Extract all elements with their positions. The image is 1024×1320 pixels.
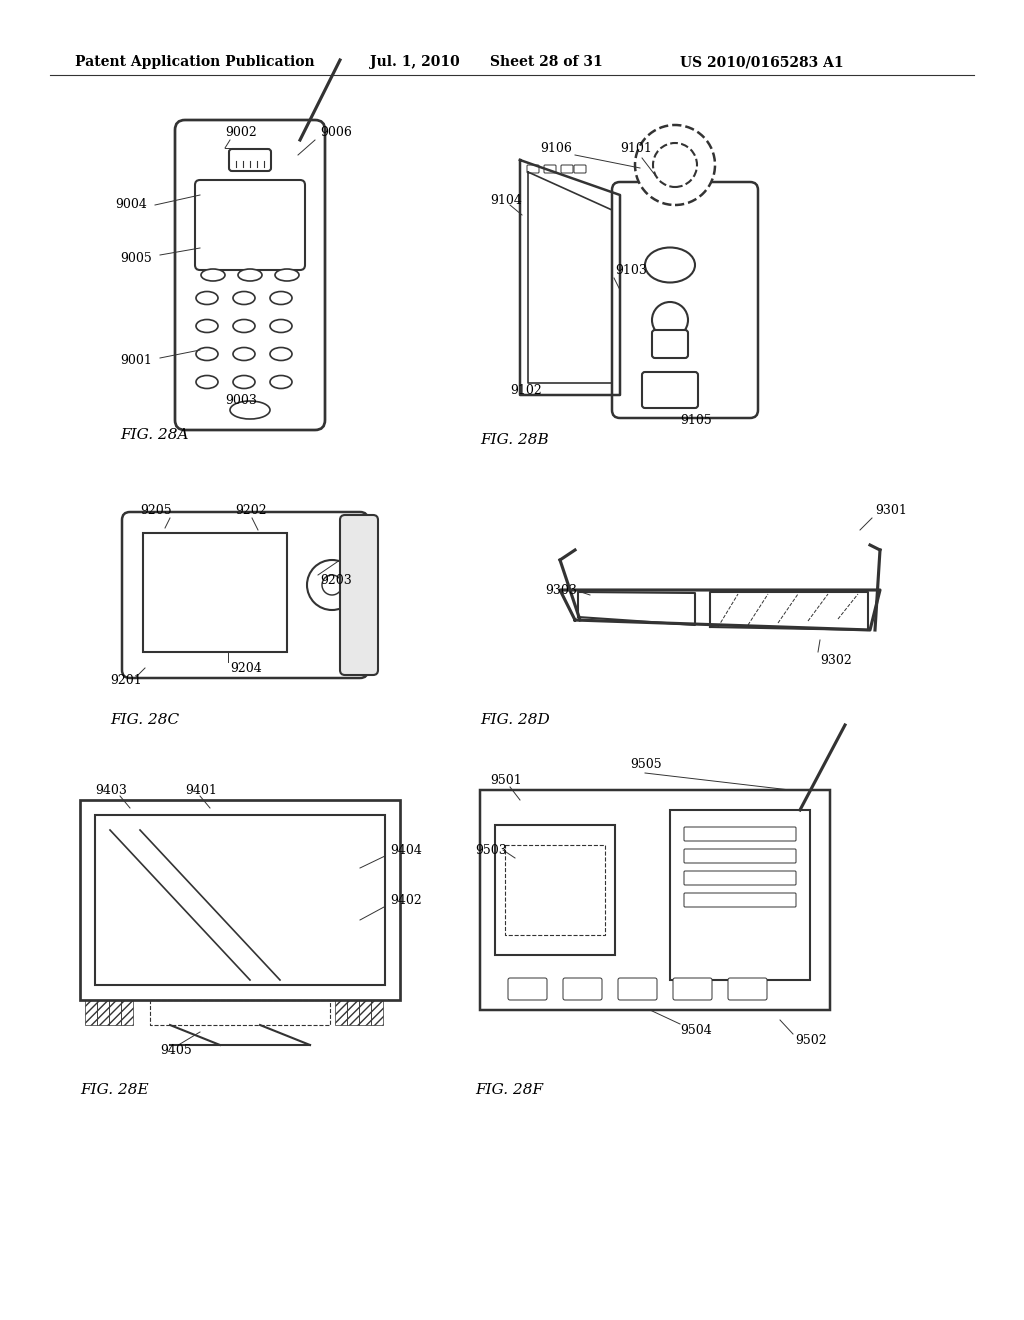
Text: 9105: 9105 (680, 413, 712, 426)
Text: Jul. 1, 2010: Jul. 1, 2010 (370, 55, 460, 69)
Ellipse shape (196, 319, 218, 333)
FancyBboxPatch shape (143, 533, 287, 652)
Ellipse shape (270, 292, 292, 305)
Text: 9201: 9201 (110, 673, 141, 686)
Ellipse shape (233, 347, 255, 360)
FancyBboxPatch shape (673, 978, 712, 1001)
FancyBboxPatch shape (95, 814, 385, 985)
Text: FIG. 28E: FIG. 28E (80, 1082, 148, 1097)
Ellipse shape (275, 269, 299, 281)
Text: FIG. 28F: FIG. 28F (475, 1082, 543, 1097)
Text: 9101: 9101 (620, 141, 652, 154)
Text: 9501: 9501 (490, 774, 522, 787)
FancyBboxPatch shape (340, 515, 378, 675)
FancyBboxPatch shape (175, 120, 325, 430)
Text: 9404: 9404 (390, 843, 422, 857)
Text: 9301: 9301 (874, 503, 907, 516)
FancyBboxPatch shape (195, 180, 305, 271)
FancyBboxPatch shape (612, 182, 758, 418)
Circle shape (652, 302, 688, 338)
Text: 9205: 9205 (140, 503, 172, 516)
FancyBboxPatch shape (527, 165, 539, 173)
Text: 9001: 9001 (120, 354, 152, 367)
Text: 9004: 9004 (115, 198, 146, 211)
Text: 9203: 9203 (319, 573, 352, 586)
FancyBboxPatch shape (80, 800, 400, 1001)
Text: 9502: 9502 (795, 1034, 826, 1047)
Ellipse shape (238, 269, 262, 281)
Ellipse shape (645, 248, 695, 282)
FancyBboxPatch shape (574, 165, 586, 173)
Ellipse shape (201, 269, 225, 281)
FancyBboxPatch shape (642, 372, 698, 408)
Text: 9503: 9503 (475, 843, 507, 857)
Ellipse shape (233, 375, 255, 388)
Text: 9401: 9401 (185, 784, 217, 796)
Text: 9006: 9006 (319, 125, 352, 139)
Ellipse shape (196, 347, 218, 360)
Ellipse shape (196, 292, 218, 305)
FancyBboxPatch shape (652, 330, 688, 358)
Text: 9102: 9102 (510, 384, 542, 396)
FancyBboxPatch shape (618, 978, 657, 1001)
FancyBboxPatch shape (684, 828, 796, 841)
FancyBboxPatch shape (480, 789, 830, 1010)
Text: FIG. 28A: FIG. 28A (120, 428, 188, 442)
Circle shape (322, 576, 342, 595)
FancyBboxPatch shape (684, 894, 796, 907)
FancyBboxPatch shape (495, 825, 615, 954)
Text: FIG. 28C: FIG. 28C (110, 713, 179, 727)
Circle shape (653, 143, 697, 187)
Text: 9204: 9204 (230, 661, 262, 675)
Ellipse shape (270, 319, 292, 333)
FancyBboxPatch shape (563, 978, 602, 1001)
Text: 9104: 9104 (490, 194, 522, 206)
FancyBboxPatch shape (684, 871, 796, 884)
FancyBboxPatch shape (670, 810, 810, 979)
Text: 9003: 9003 (225, 393, 257, 407)
Text: US 2010/0165283 A1: US 2010/0165283 A1 (680, 55, 844, 69)
Ellipse shape (270, 375, 292, 388)
FancyBboxPatch shape (508, 978, 547, 1001)
FancyBboxPatch shape (122, 512, 368, 678)
Text: 9402: 9402 (390, 894, 422, 907)
Text: 9504: 9504 (680, 1023, 712, 1036)
Ellipse shape (233, 319, 255, 333)
Circle shape (635, 125, 715, 205)
Text: 9005: 9005 (120, 252, 152, 264)
Text: 9103: 9103 (615, 264, 647, 276)
Text: 9403: 9403 (95, 784, 127, 796)
Ellipse shape (233, 292, 255, 305)
Text: 9106: 9106 (540, 141, 571, 154)
Text: 9302: 9302 (820, 653, 852, 667)
Text: Patent Application Publication: Patent Application Publication (75, 55, 314, 69)
Text: Sheet 28 of 31: Sheet 28 of 31 (490, 55, 603, 69)
Ellipse shape (230, 401, 270, 418)
Circle shape (307, 560, 357, 610)
FancyBboxPatch shape (229, 149, 271, 172)
Text: 9505: 9505 (630, 759, 662, 771)
Ellipse shape (270, 347, 292, 360)
Text: FIG. 28B: FIG. 28B (480, 433, 549, 447)
Text: FIG. 28D: FIG. 28D (480, 713, 550, 727)
FancyBboxPatch shape (728, 978, 767, 1001)
Ellipse shape (196, 375, 218, 388)
Text: 9303: 9303 (545, 583, 577, 597)
Text: 9202: 9202 (234, 503, 266, 516)
Text: 9002: 9002 (225, 125, 257, 139)
Text: 9405: 9405 (160, 1044, 191, 1056)
FancyBboxPatch shape (684, 849, 796, 863)
FancyBboxPatch shape (544, 165, 556, 173)
FancyBboxPatch shape (561, 165, 573, 173)
